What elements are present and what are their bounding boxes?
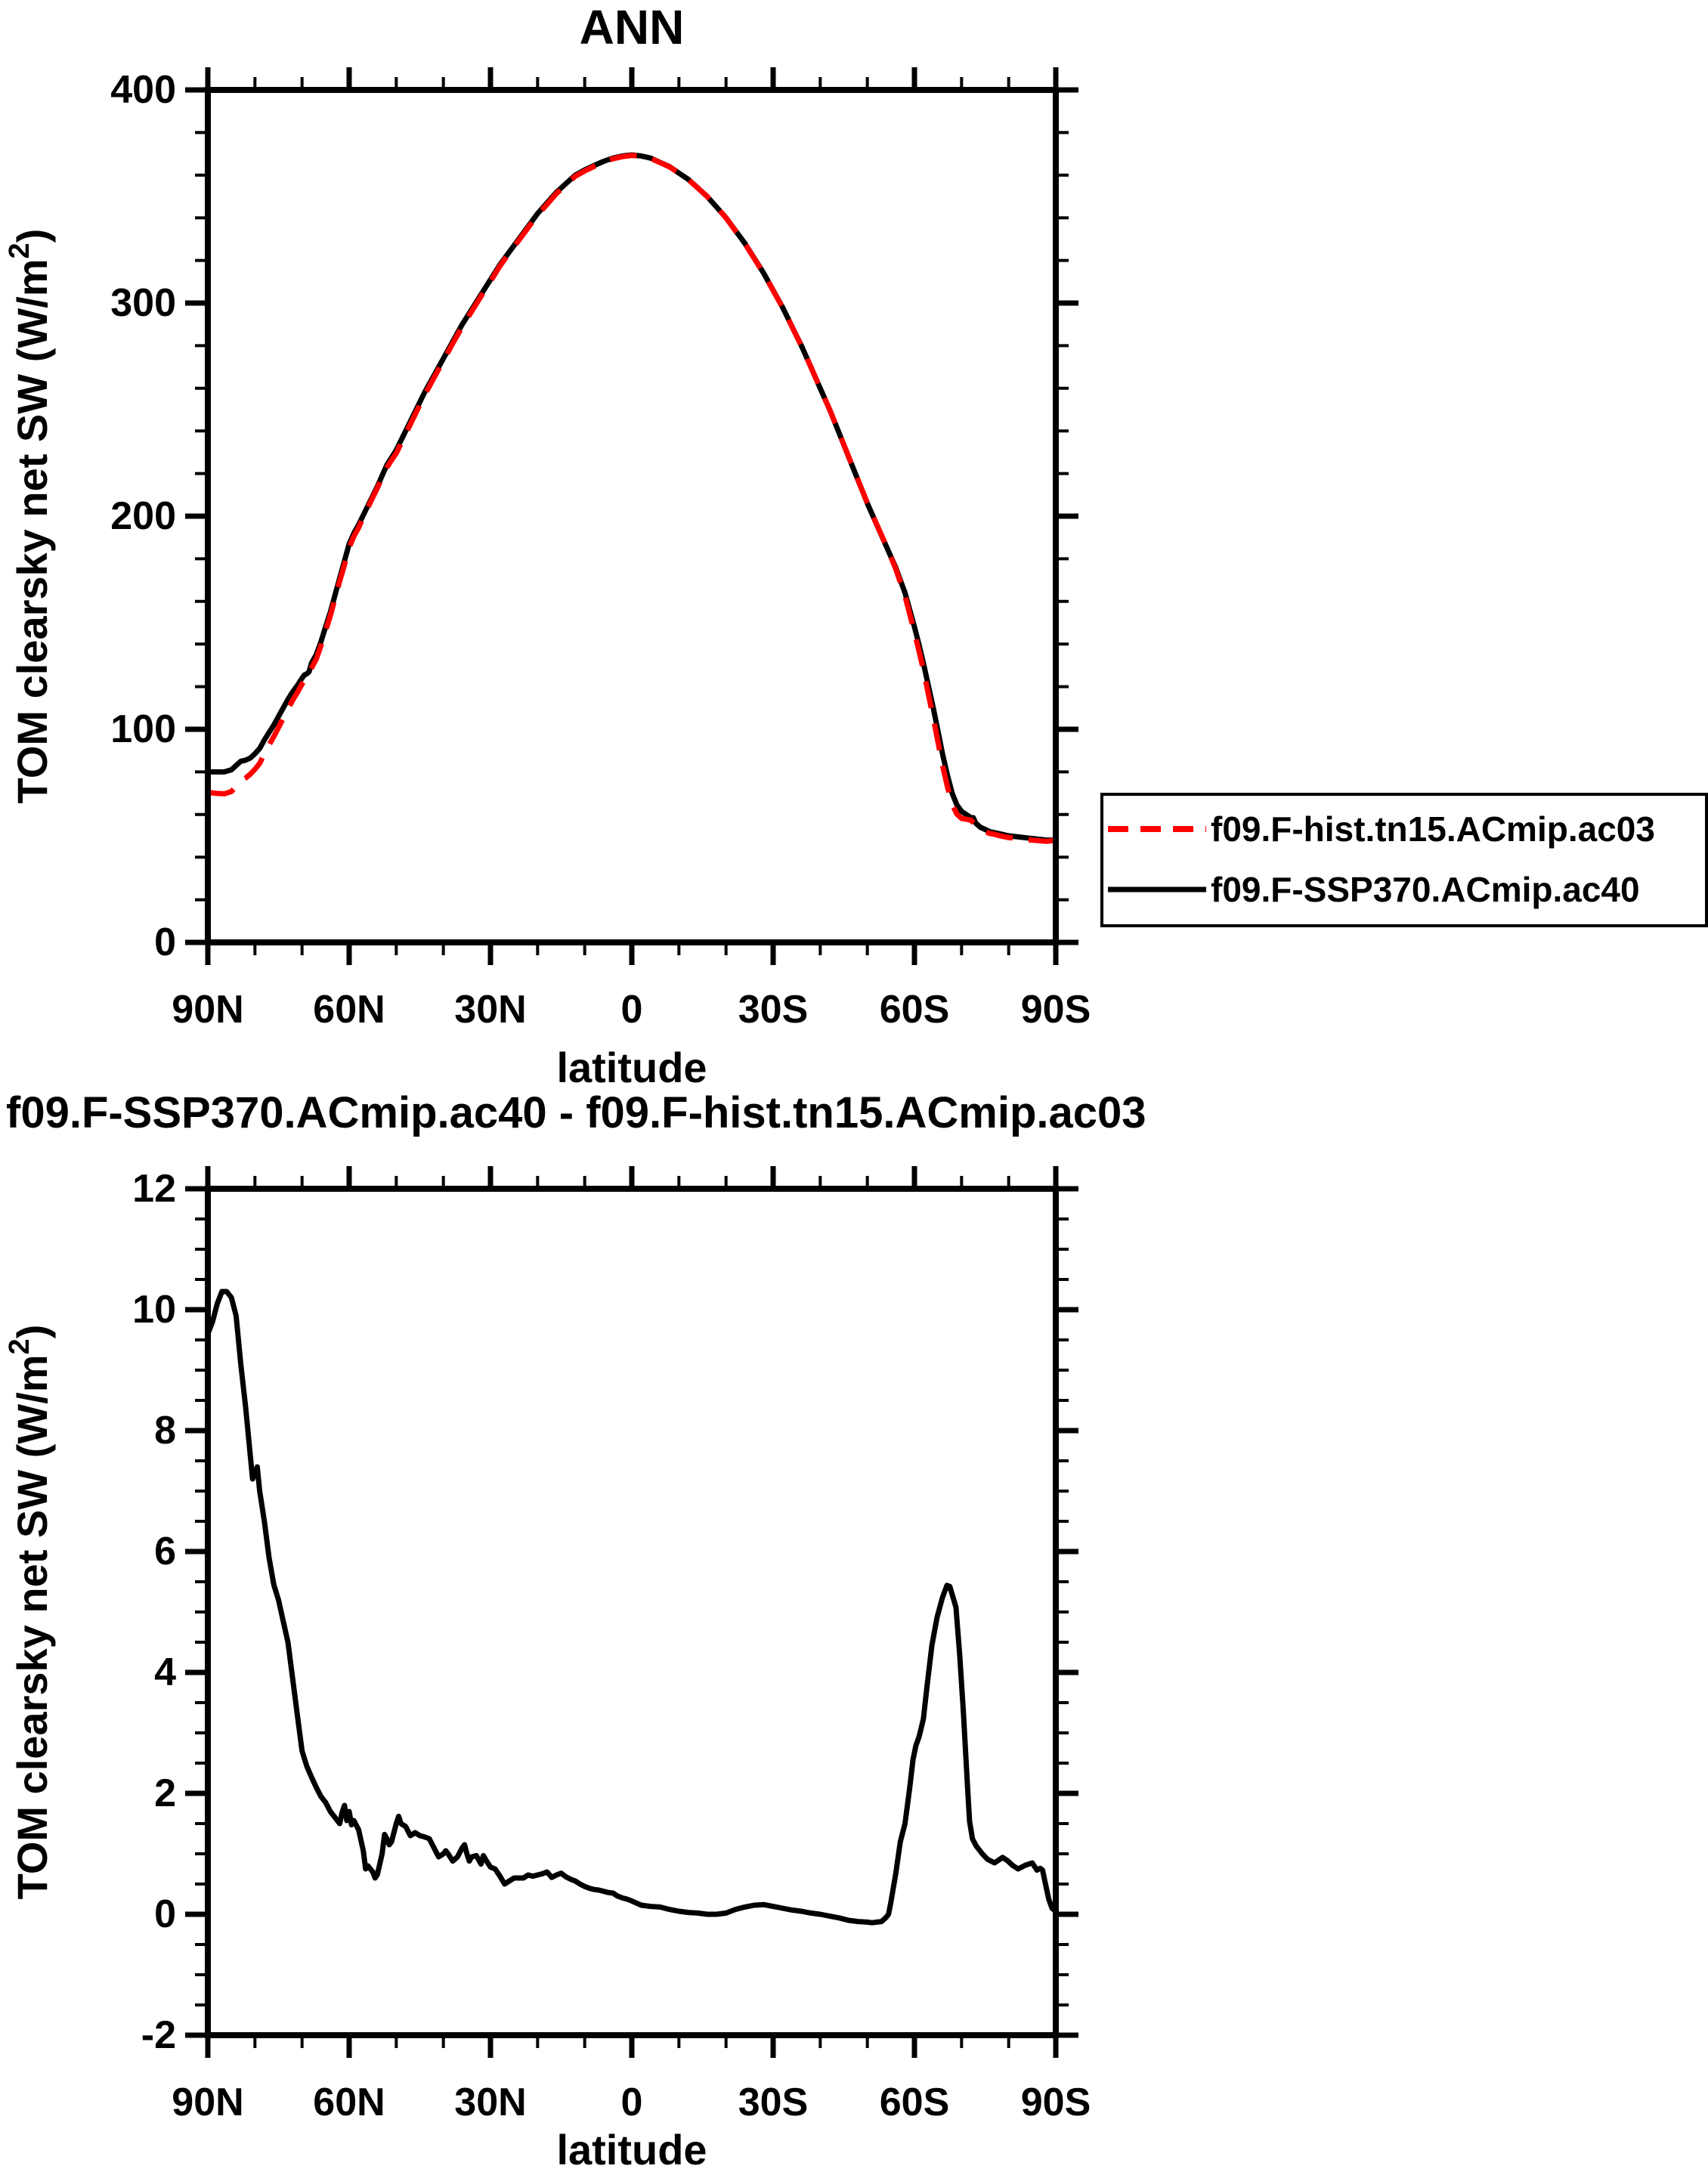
axis-ticks <box>185 1166 1078 2058</box>
y-tick-label: 4 <box>154 1651 176 1694</box>
y-tick-label: 300 <box>110 281 176 325</box>
x-tick-label: 30S <box>738 988 809 1032</box>
top-y-axis-title: TOM clearsky net SW (W/m2) <box>4 229 56 804</box>
top-panel-title: ANN <box>580 0 685 54</box>
top-panel: ANN 90N 60N 30N 0 30S 60S 90S 0 100 200 300 400 lat… <box>4 0 1091 1091</box>
x-tick-label: 60S <box>880 2081 950 2124</box>
y-tick-label: 6 <box>154 1530 176 1573</box>
y-tick-labels: 0 100 200 300 400 <box>110 68 176 964</box>
x-tick-label: 90S <box>1021 988 1091 1032</box>
y-tick-label: 200 <box>110 494 176 538</box>
axis-ticks <box>185 67 1078 965</box>
y-tick-label: 12 <box>132 1167 176 1211</box>
y-tick-label: -2 <box>141 2013 176 2057</box>
x-tick-label: 30N <box>454 988 526 1032</box>
x-tick-labels: 90N 60N 30N 0 30S 60S 90S <box>172 2081 1091 2124</box>
x-tick-label: 90N <box>172 2081 243 2124</box>
plot-frame <box>205 1186 1059 2038</box>
x-tick-label: 60N <box>313 988 385 1032</box>
x-tick-label: 0 <box>621 988 643 1032</box>
bottom-x-axis-title: latitude <box>556 2126 707 2173</box>
series-group <box>205 1289 1058 1926</box>
x-tick-label: 60N <box>313 2081 385 2124</box>
y-tick-label: 8 <box>154 1409 176 1453</box>
series-line-0 <box>208 152 1056 843</box>
y-tick-labels: -2 0 2 4 6 8 10 12 <box>132 1167 176 2057</box>
x-tick-label: 30N <box>454 2081 526 2124</box>
bottom-y-axis-title: TOM clearsky net SW (W/m2) <box>4 1325 56 1900</box>
legend-label-hist: f09.F-hist.tn15.ACmip.ac03 <box>1211 809 1655 849</box>
legend: f09.F-hist.tn15.ACmip.ac03 f09.F-SSP370.… <box>1100 793 1708 927</box>
x-tick-label: 0 <box>621 2081 643 2124</box>
top-plot-area: 90N 60N 30N 0 30S 60S 90S 0 100 200 300 400 <box>110 67 1091 1032</box>
series-group <box>207 152 1057 844</box>
bottom-plot-area: 90N 60N 30N 0 30S 60S 90S -2 0 2 4 6 8 10 12 <box>132 1166 1091 2124</box>
bottom-panel: f09.F-SSP370.ACmip.ac40 - f09.F-hist.tn1… <box>4 1088 1146 2173</box>
y-tick-label: 100 <box>110 707 176 751</box>
legend-box <box>1100 793 1708 927</box>
x-tick-label: 90S <box>1021 2081 1091 2124</box>
series-line-0 <box>205 1289 1058 1926</box>
x-tick-label: 90N <box>172 988 243 1032</box>
x-tick-label: 30S <box>738 2081 809 2124</box>
series-line-1 <box>207 153 1057 844</box>
plot-frame <box>205 87 1059 945</box>
y-tick-label: 400 <box>110 68 176 112</box>
y-tick-label: 0 <box>154 920 176 964</box>
top-x-axis-title: latitude <box>556 1044 707 1091</box>
legend-label-ssp: f09.F-SSP370.ACmip.ac40 <box>1211 870 1640 909</box>
x-tick-label: 60S <box>880 988 950 1032</box>
y-tick-label: 0 <box>154 1892 176 1936</box>
bottom-panel-title: f09.F-SSP370.ACmip.ac40 - f09.F-hist.tn1… <box>6 1088 1146 1137</box>
x-tick-labels: 90N 60N 30N 0 30S 60S 90S <box>172 988 1091 1032</box>
y-tick-label: 10 <box>132 1288 176 1332</box>
y-tick-label: 2 <box>154 1771 176 1815</box>
